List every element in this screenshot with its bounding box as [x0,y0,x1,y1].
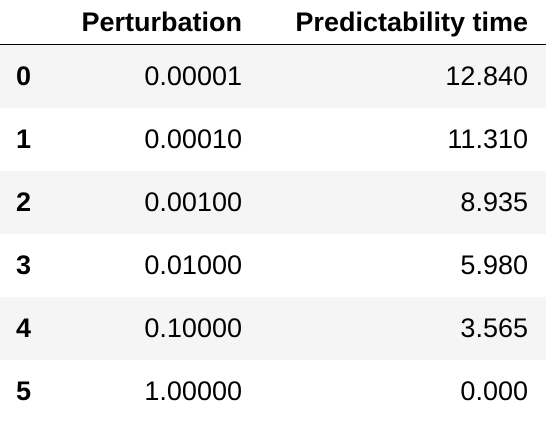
predictability-time-cell: 0.000 [246,360,546,423]
row-index: 5 [0,360,62,423]
perturbation-cell: 0.10000 [62,297,246,360]
row-index: 1 [0,108,62,171]
column-header-perturbation: Perturbation [62,0,246,45]
header-row: Perturbation Predictability time [0,0,546,45]
table-body: 0 0.00001 12.840 1 0.00010 11.310 2 0.00… [0,45,546,423]
perturbation-cell: 1.00000 [62,360,246,423]
perturbation-cell: 0.00001 [62,45,246,108]
row-index: 4 [0,297,62,360]
table-row: 2 0.00100 8.935 [0,171,546,234]
perturbation-cell: 0.00100 [62,171,246,234]
table-header: Perturbation Predictability time [0,0,546,45]
predictability-time-cell: 3.565 [246,297,546,360]
perturbation-cell: 0.00010 [62,108,246,171]
row-index: 3 [0,234,62,297]
predictability-time-cell: 12.840 [246,45,546,108]
table-row: 1 0.00010 11.310 [0,108,546,171]
index-header [0,0,62,45]
table-row: 4 0.10000 3.565 [0,297,546,360]
table-row: 5 1.00000 0.000 [0,360,546,423]
table-row: 0 0.00001 12.840 [0,45,546,108]
table-row: 3 0.01000 5.980 [0,234,546,297]
predictability-time-cell: 5.980 [246,234,546,297]
row-index: 2 [0,171,62,234]
row-index: 0 [0,45,62,108]
predictability-time-cell: 11.310 [246,108,546,171]
column-header-predictability-time: Predictability time [246,0,546,45]
predictability-time-cell: 8.935 [246,171,546,234]
perturbation-cell: 0.01000 [62,234,246,297]
